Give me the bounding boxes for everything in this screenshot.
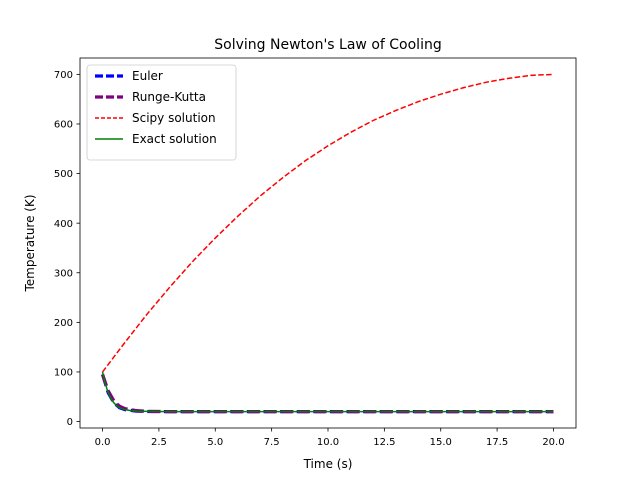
legend: Euler Runge-Kutta Scipy solution Exact solu… (86, 64, 237, 161)
y-axis-label: Temperature (K) (23, 194, 37, 292)
y-tick-label: 100 (54, 368, 73, 379)
x-tick-label: 0.0 (95, 437, 111, 448)
legend-label: Scipy solution (132, 111, 216, 125)
x-axis-label: Time (s) (303, 457, 353, 471)
legend-label: Euler (132, 69, 163, 83)
legend-label: Runge-Kutta (132, 90, 206, 104)
x-tick-label: 20.0 (542, 437, 564, 448)
chart-title: Solving Newton's Law of Cooling (214, 37, 441, 53)
x-tick-label: 5.0 (207, 437, 223, 448)
x-axis-ticks: 0.0 2.5 5.0 7.5 10.0 12.5 15.0 17.5 20.0 (95, 428, 565, 448)
y-axis-ticks: 0 100 200 300 400 500 600 700 (54, 70, 80, 428)
plot-area (79, 57, 577, 429)
y-tick-label: 700 (54, 70, 73, 81)
x-tick-label: 17.5 (486, 437, 508, 448)
y-tick-label: 400 (54, 219, 73, 230)
series-line-2 (101, 73, 554, 373)
x-tick-label: 15.0 (430, 437, 452, 448)
y-tick-label: 300 (54, 268, 73, 279)
y-tick-label: 0 (67, 417, 73, 428)
x-tick-label: 7.5 (264, 437, 280, 448)
x-tick-label: 2.5 (151, 437, 167, 448)
x-tick-label: 10.0 (317, 437, 339, 448)
legend-label: Exact solution (132, 132, 217, 146)
series-line-3 (101, 371, 554, 413)
x-tick-label: 12.5 (373, 437, 395, 448)
y-tick-label: 200 (54, 318, 73, 329)
y-tick-label: 600 (54, 120, 73, 131)
legend-box (86, 64, 237, 161)
y-tick-label: 500 (54, 169, 73, 180)
